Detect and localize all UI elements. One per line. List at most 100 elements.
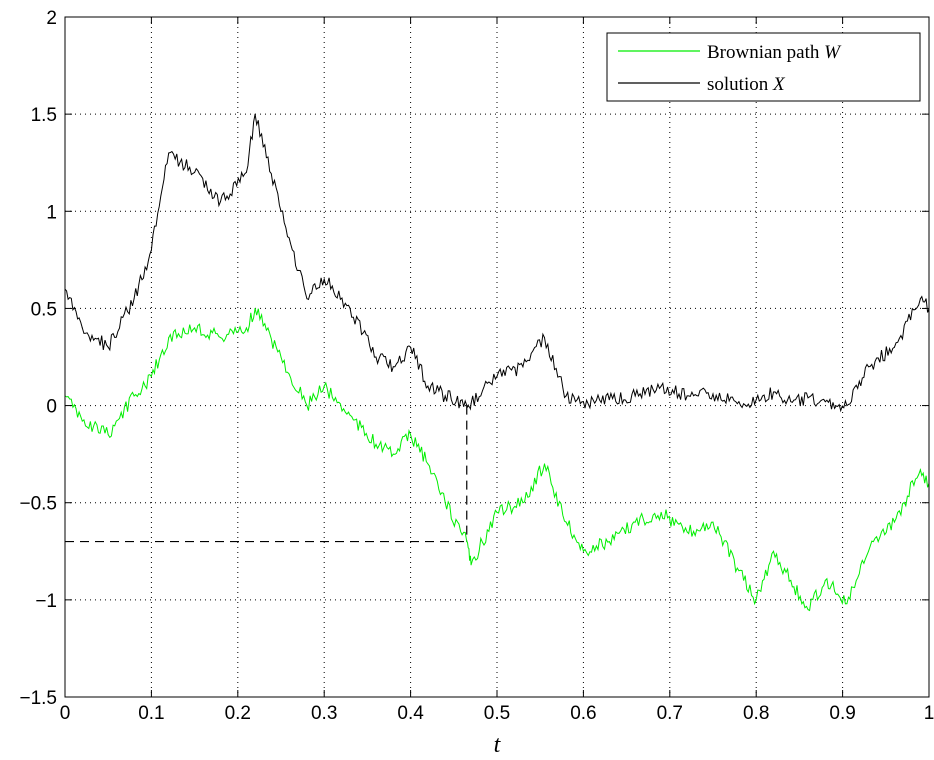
- x-tick-label: 0.4: [397, 703, 424, 724]
- point-solution: [660, 385, 662, 387]
- point-brownian-path: [608, 541, 610, 543]
- legend-label-brownian-path-symbol: W: [824, 42, 842, 63]
- point-brownian-path: [81, 420, 83, 422]
- point-solution: [686, 395, 688, 397]
- legend-label-solution-symbol: X: [772, 74, 786, 95]
- point-solution: [712, 393, 714, 395]
- point-solution: [738, 401, 740, 403]
- point-solution: [544, 337, 546, 339]
- point-solution: [194, 171, 196, 173]
- point-brownian-path: [427, 463, 429, 465]
- point-brownian-path: [565, 521, 567, 523]
- point-solution: [168, 152, 170, 154]
- series-solution: [64, 114, 930, 413]
- point-solution: [306, 298, 308, 300]
- point-brownian-path: [660, 511, 662, 513]
- point-solution: [755, 399, 757, 401]
- point-solution: [375, 356, 377, 358]
- x-tick-label: 0.7: [657, 703, 683, 724]
- y-tick-labels: 2 1.5 1 0.5 0 −0.5 −1 −1.5: [19, 8, 57, 709]
- y-tick-label: −0.5: [19, 494, 57, 515]
- point-brownian-path: [392, 453, 394, 455]
- point-solution: [254, 113, 256, 115]
- point-solution: [790, 401, 792, 403]
- point-solution: [81, 327, 83, 329]
- point-solution: [470, 403, 472, 405]
- point-brownian-path: [470, 564, 472, 566]
- point-brownian-path: [245, 327, 247, 329]
- point-brownian-path: [466, 541, 468, 543]
- dashed-annotation-lines: [65, 405, 468, 543]
- legend-label-brownian-path-prefix: Brownian path: [707, 42, 824, 63]
- x-tick-label: 0.5: [484, 703, 510, 724]
- point-solution: [582, 401, 584, 403]
- y-tick-label: 0.5: [31, 299, 57, 320]
- point-brownian-path: [133, 395, 135, 397]
- point-brownian-path: [790, 579, 792, 581]
- legend-box: [606, 32, 921, 102]
- point-brownian-path: [738, 570, 740, 572]
- point-brownian-path: [254, 307, 256, 309]
- point-solution: [220, 201, 222, 203]
- point-solution: [133, 298, 135, 300]
- point-solution: [522, 366, 524, 368]
- y-tick-label: 1.5: [31, 105, 57, 126]
- point-solution: [280, 210, 282, 212]
- legend: Brownian path W solution X: [606, 32, 921, 102]
- point-brownian-path: [807, 609, 809, 611]
- point-brownian-path: [868, 550, 870, 552]
- x-tick-labels: 0 0.1 0.2 0.3 0.4 0.5 0.6 0.7 0.8 0.9 1: [60, 703, 934, 724]
- point-brownian-path: [375, 443, 377, 445]
- y-tick-label: −1.5: [19, 688, 57, 709]
- point-solution: [634, 395, 636, 397]
- grid-lines: [65, 17, 929, 697]
- point-brownian-path: [323, 385, 325, 387]
- point-brownian-path: [107, 434, 109, 436]
- point-solution: [565, 395, 567, 397]
- point-solution: [824, 401, 826, 403]
- point-solution: [245, 171, 247, 173]
- point-solution: [410, 346, 412, 348]
- point-solution: [323, 278, 325, 280]
- point-solution: [349, 307, 351, 309]
- y-tick-label: 1: [46, 202, 57, 223]
- point-brownian-path: [634, 521, 636, 523]
- y-tick-label: 0: [46, 397, 57, 418]
- legend-label-solution-prefix: solution: [707, 74, 773, 95]
- point-brownian-path: [444, 502, 446, 504]
- point-solution: [496, 375, 498, 377]
- point-brownian-path: [410, 434, 412, 436]
- point-solution: [392, 366, 394, 368]
- legend-label-solution: solution X: [707, 74, 786, 95]
- point-brownian-path: [824, 579, 826, 581]
- point-solution: [919, 298, 921, 300]
- point-brownian-path: [846, 603, 848, 605]
- series-brownian-path: [64, 308, 930, 612]
- point-brownian-path: [544, 463, 546, 465]
- y-tick-label: 2: [46, 8, 57, 29]
- point-brownian-path: [772, 550, 774, 552]
- x-tick-label: 0.1: [138, 703, 164, 724]
- point-brownian-path: [755, 599, 757, 601]
- point-solution: [150, 249, 152, 251]
- point-brownian-path: [582, 550, 584, 552]
- x-tick-label: 0: [60, 703, 71, 724]
- point-brownian-path: [194, 327, 196, 329]
- point-solution: [893, 346, 895, 348]
- x-tick-label: 1: [924, 703, 934, 724]
- x-tick-label: 0.2: [225, 703, 251, 724]
- x-tick-label: 0.9: [829, 703, 855, 724]
- point-brownian-path: [306, 405, 308, 407]
- point-solution: [427, 385, 429, 387]
- point-solution: [107, 346, 109, 348]
- point-brownian-path: [168, 337, 170, 339]
- point-solution: [608, 399, 610, 401]
- x-axis-label: t: [494, 732, 502, 758]
- point-brownian-path: [150, 375, 152, 377]
- point-solution: [807, 397, 809, 399]
- point-solution: [466, 405, 468, 407]
- point-brownian-path: [220, 337, 222, 339]
- point-brownian-path: [522, 502, 524, 504]
- point-brownian-path: [496, 511, 498, 513]
- point-solution: [772, 391, 774, 393]
